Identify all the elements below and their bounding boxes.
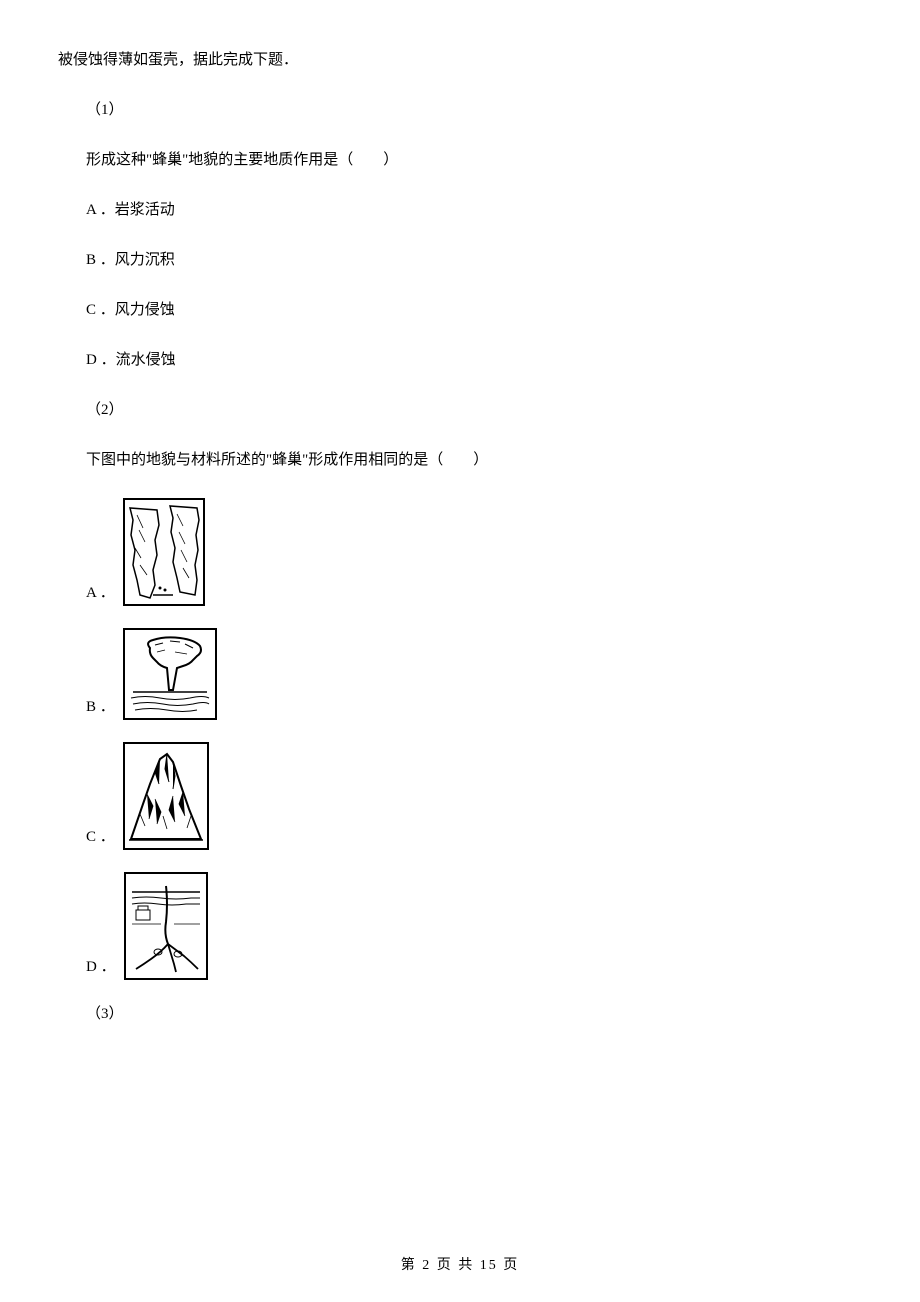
q2-option-c-label: C ． (86, 825, 115, 850)
q2-option-c-row: C ． (58, 742, 862, 850)
page-footer: 第 2 页 共 15 页 (0, 1254, 920, 1274)
q2-option-a-row: A ． (58, 498, 862, 606)
q3-number: （3） (58, 1002, 862, 1026)
q2-image-a (123, 498, 205, 606)
q2-number: （2） (58, 398, 862, 422)
intro-text: 被侵蚀得薄如蛋壳，据此完成下题． (58, 48, 862, 72)
mushroom-rock-illustration-icon (125, 630, 215, 718)
q2-image-c (123, 742, 209, 850)
q1-option-b: B ．风力沉积 (58, 248, 862, 272)
q2-option-d-row: D ． (58, 872, 862, 980)
q1-option-a: A ．岩浆活动 (58, 198, 862, 222)
river-delta-illustration-icon (126, 874, 206, 978)
q2-image-b (123, 628, 217, 720)
q2-option-b-row: B ． (58, 628, 862, 720)
q2-option-d-label: D ． (86, 955, 116, 980)
mountain-peak-illustration-icon (125, 744, 207, 848)
q2-prompt: 下图中的地貌与材料所述的"蜂巢"形成作用相同的是（ ） (58, 448, 862, 472)
canyon-illustration-icon (125, 500, 203, 604)
q2-option-b-label: B ． (86, 695, 115, 720)
q2-option-a-label: A ． (86, 581, 115, 606)
q1-option-d: D ．流水侵蚀 (58, 348, 862, 372)
q1-number: （1） (58, 98, 862, 122)
q1-option-c: C ．风力侵蚀 (58, 298, 862, 322)
q2-image-d (124, 872, 208, 980)
q1-prompt: 形成这种"蜂巢"地貌的主要地质作用是（ ） (58, 148, 862, 172)
